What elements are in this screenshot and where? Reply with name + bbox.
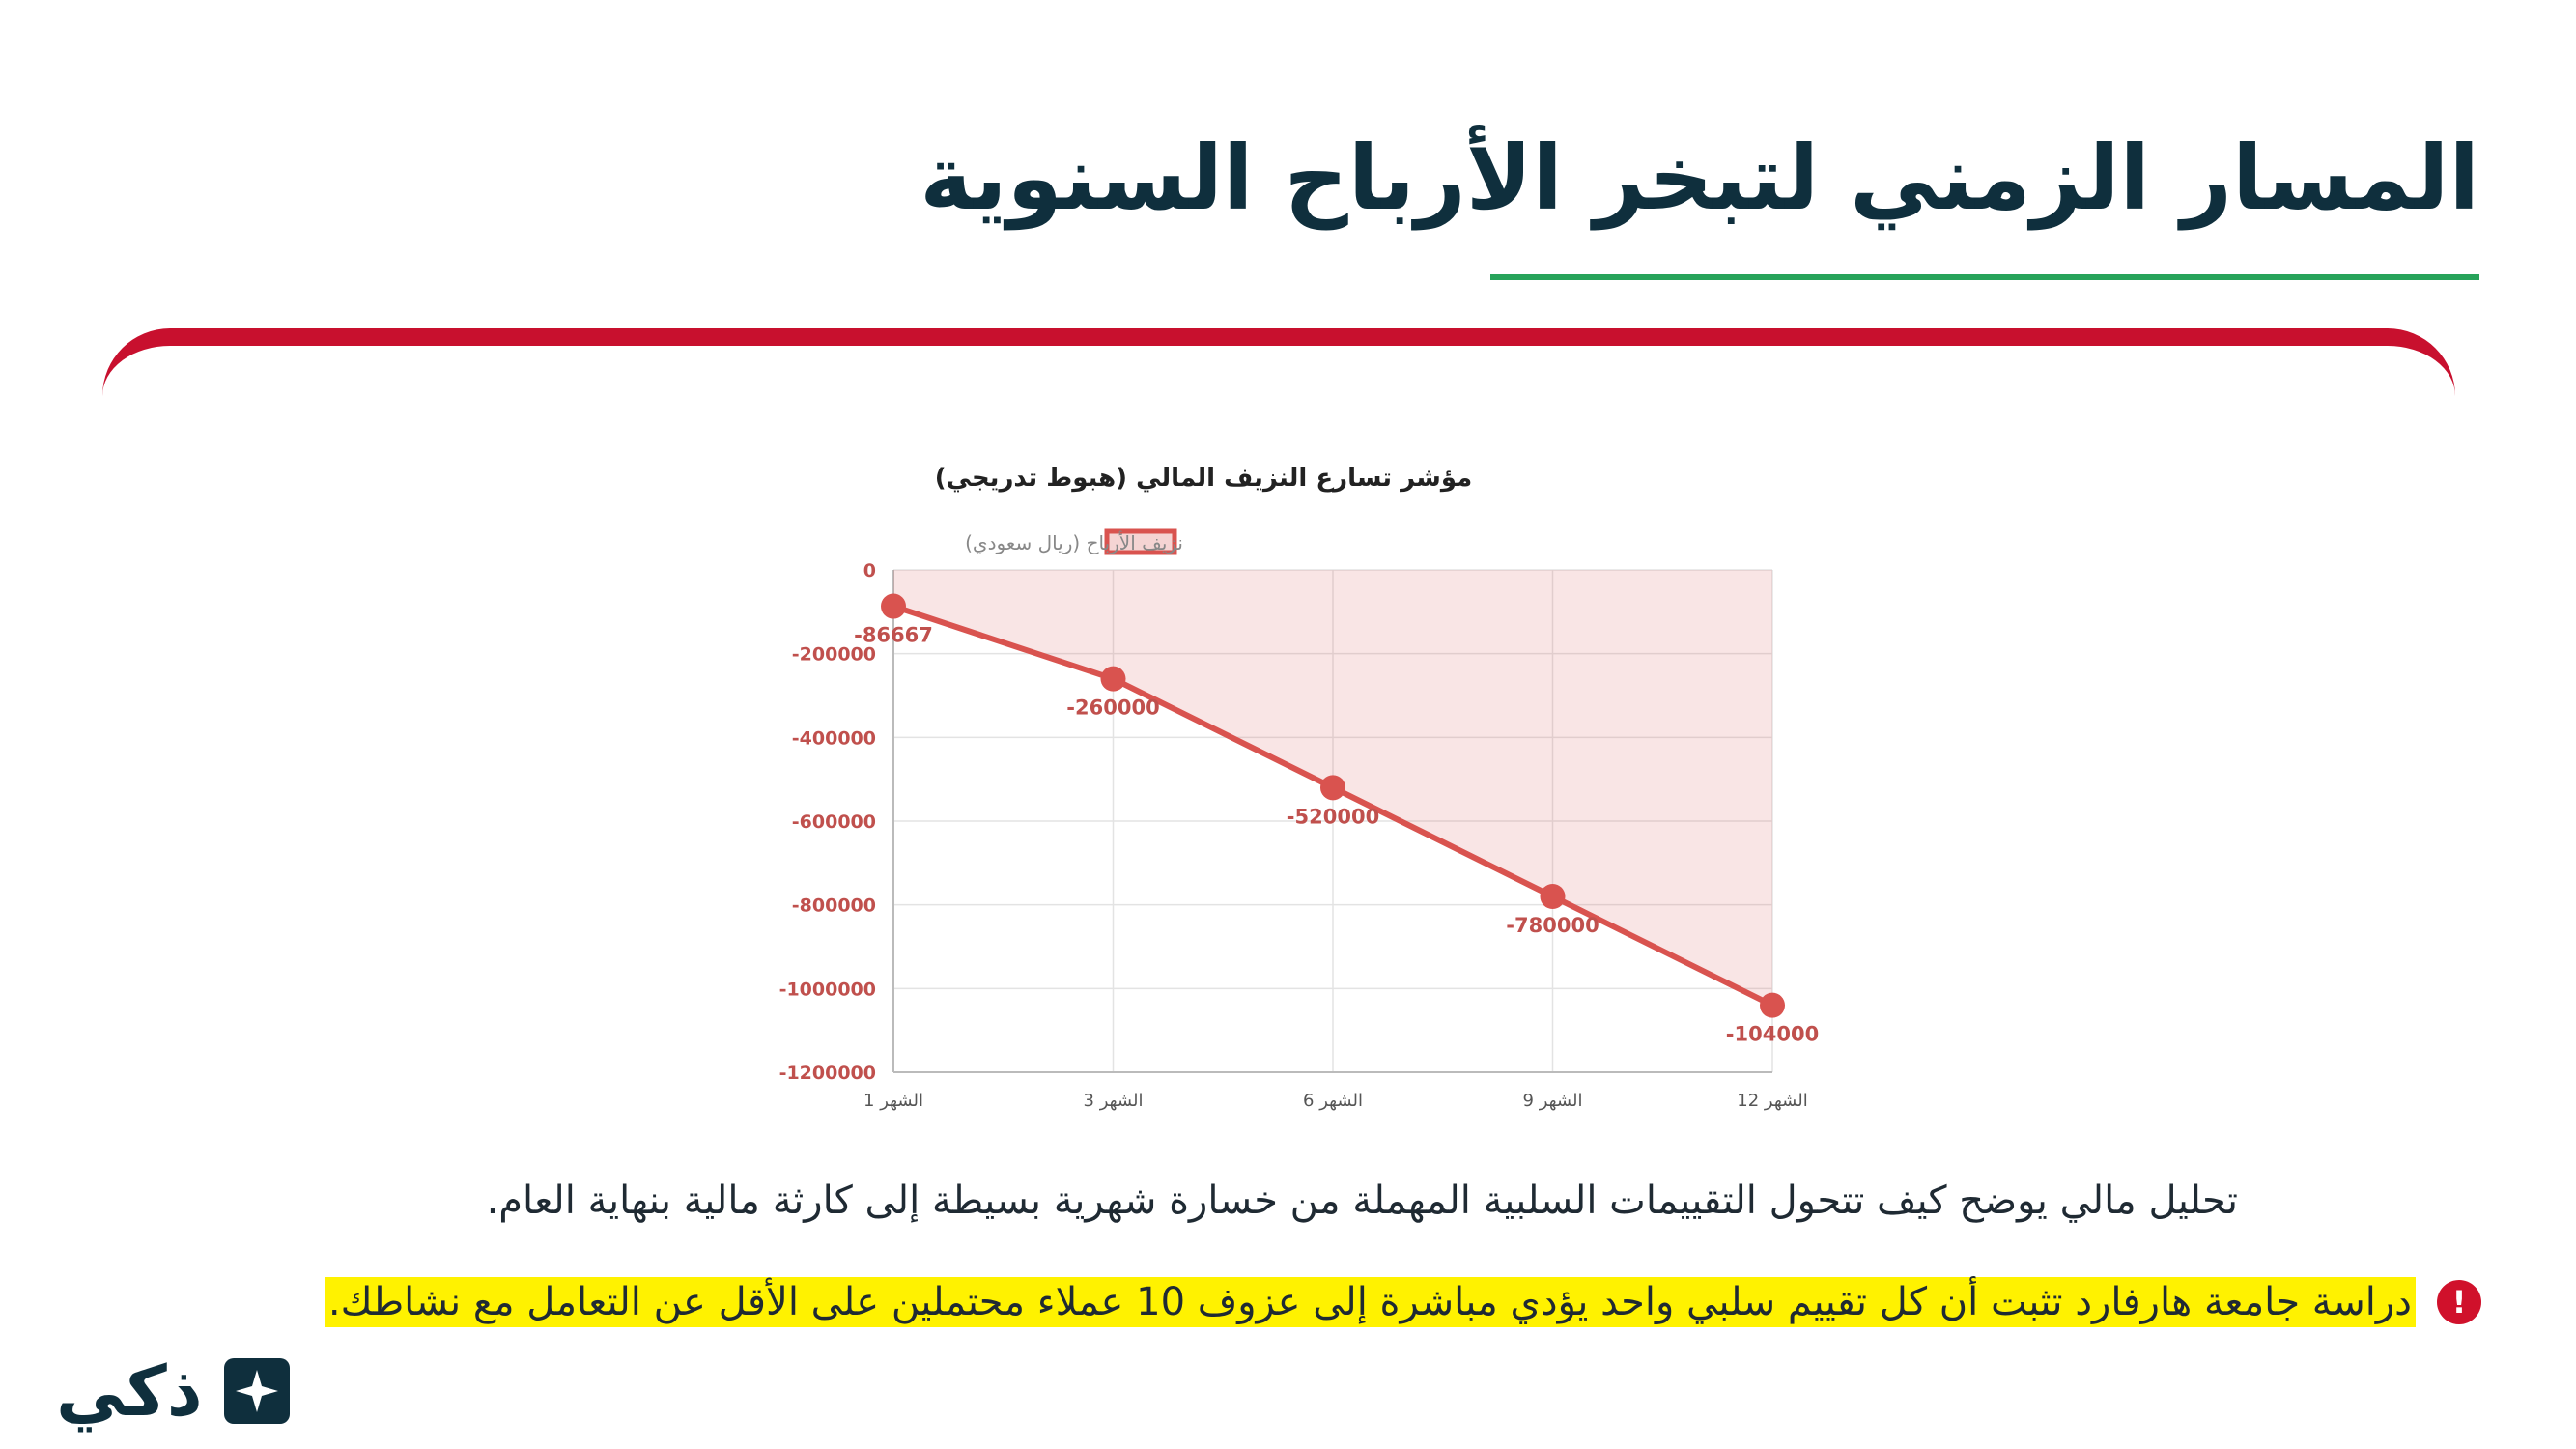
- red-divider-band: [102, 328, 2455, 396]
- data-label: -86667: [854, 624, 933, 647]
- series-fill: [893, 570, 1772, 1006]
- alert-exclamation-icon: !: [2437, 1280, 2481, 1324]
- data-label: -260000: [1066, 696, 1159, 720]
- x-tick-label: الشهر 1: [863, 1091, 923, 1111]
- y-axis-ticks: 0 -200000 -400000 -600000 -800000 -1000000 -12…: [779, 560, 876, 1084]
- x-axis-ticks: الشهر 1 الشهر 3 الشهر 6 الشهر 9 الشهر 12: [863, 1091, 1808, 1111]
- x-tick-label: الشهر 12: [1737, 1091, 1807, 1111]
- brand-logo[interactable]: ذكي: [56, 1348, 294, 1435]
- y-tick-label: -200000: [792, 644, 876, 666]
- chart-legend[interactable]: نزيف الأرباح (ريال سعودي): [965, 528, 1183, 555]
- legend-label: نزيف الأرباح (ريال سعودي): [965, 531, 1183, 555]
- data-point[interactable]: [881, 593, 906, 619]
- description-text: تحليل مالي يوضح كيف تتحول التقييمات السل…: [486, 1179, 2238, 1223]
- x-tick-label: الشهر 3: [1084, 1091, 1144, 1111]
- title-underline: [1490, 274, 2479, 280]
- legend-swatch: [1104, 528, 1177, 555]
- y-tick-label: 0: [863, 560, 876, 582]
- data-label: -780000: [1506, 914, 1599, 937]
- y-tick-label: -1000000: [779, 979, 876, 1000]
- highlighted-fact-text: دراسة جامعة هارفارد تثبت أن كل تقييم سلب…: [324, 1277, 2416, 1327]
- chart-container: مؤشر تسارع النزيف المالي (هبوط تدريجي) ن…: [753, 449, 1826, 1125]
- data-point[interactable]: [1760, 992, 1785, 1018]
- y-tick-label: -800000: [792, 895, 876, 917]
- y-tick-label: -1200000: [779, 1063, 876, 1084]
- data-point[interactable]: [1540, 884, 1566, 909]
- fact-callout: ! دراسة جامعة هارفارد تثبت أن كل تقييم س…: [260, 1277, 2481, 1327]
- y-tick-label: -600000: [792, 811, 876, 833]
- bleed-chart: مؤشر تسارع النزيف المالي (هبوط تدريجي) ن…: [779, 464, 1820, 1111]
- data-label: -104000: [1726, 1023, 1819, 1046]
- data-label: -520000: [1287, 805, 1379, 828]
- data-labels: -86667 -260000 -520000 -780000 -104000: [854, 624, 1819, 1046]
- series-points: [881, 593, 1785, 1018]
- sparkle-logo-icon: [223, 1358, 290, 1424]
- data-point[interactable]: [1320, 775, 1345, 801]
- logo-wordmark: ذكي: [56, 1350, 203, 1432]
- y-tick-label: -400000: [792, 727, 876, 749]
- data-point[interactable]: [1100, 666, 1126, 692]
- chart-title: مؤشر تسارع النزيف المالي (هبوط تدريجي): [935, 464, 1473, 493]
- x-tick-label: الشهر 6: [1303, 1091, 1363, 1111]
- chart-grid: [892, 569, 1773, 1073]
- x-tick-label: الشهر 9: [1523, 1091, 1583, 1111]
- page-title: المسار الزمني لتبخر الأرباح السنوية: [920, 127, 2479, 230]
